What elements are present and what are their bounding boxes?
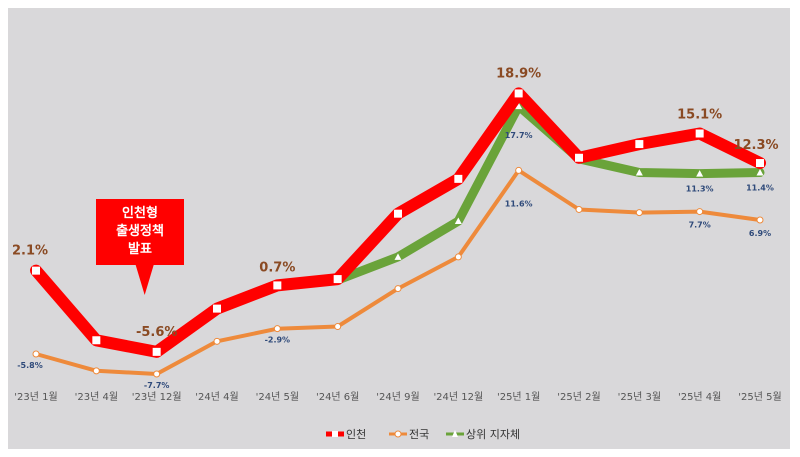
chart-area: '23년 1월 '23년 4월 '23년 12월 '24년 4월 '24년 5월 '24년… (8, 8, 790, 449)
incheon-point (213, 304, 221, 313)
national-point (515, 166, 523, 174)
legend-item-0: 인천 (326, 427, 366, 441)
legend-item-1: 전국 (389, 428, 429, 441)
legend-label: 전국 (409, 428, 429, 441)
callout-pointer (135, 265, 154, 295)
data-label: 11.3% (686, 185, 714, 194)
incheon-point (695, 129, 704, 138)
callout-box (96, 199, 184, 265)
national-point (756, 216, 764, 224)
data-label: 12.3% (733, 138, 778, 153)
x-tick-label: '23년 1월 (14, 391, 57, 403)
national-point (696, 208, 704, 216)
national-point (575, 205, 583, 213)
legend-item-2: 상위 지자체 (446, 428, 520, 441)
x-tick-label: '24년 9월 (376, 391, 419, 403)
data-label: 7.7% (689, 221, 711, 230)
national-point (394, 285, 402, 293)
incheon-point (394, 209, 402, 218)
national-point (454, 253, 462, 261)
incheon-point (333, 275, 342, 284)
incheon-point (273, 281, 282, 290)
incheon-point (152, 347, 161, 356)
data-label: -5.6% (136, 325, 177, 340)
data-label: 17.7% (505, 131, 533, 140)
data-label: 6.9% (749, 229, 771, 238)
x-tick-label: '25년 3월 (618, 391, 661, 403)
top-region-point (394, 253, 402, 260)
data-label: 15.1% (677, 108, 722, 123)
legend-marker (452, 430, 458, 437)
top-region-point (696, 170, 704, 177)
callout-text: 발표 (128, 241, 152, 257)
x-tick-label: '23년 12월 (132, 391, 182, 403)
data-label: -5.8% (17, 361, 43, 370)
top-region-point (454, 217, 462, 225)
national-point (213, 337, 221, 345)
top-region-point (756, 169, 764, 176)
incheon-point (92, 336, 101, 345)
x-tick-label: '24년 5월 (256, 391, 299, 403)
x-tick-label: '23년 4월 (75, 391, 118, 403)
line-chart: '23년 1월 '23년 4월 '23년 12월 '24년 4월 '24년 5월 '24년… (12, 66, 782, 441)
incheon-point (32, 266, 40, 275)
x-tick-label: '25년 4월 (678, 391, 721, 403)
incheon-point (756, 159, 764, 168)
x-tick-label: '25년 5월 (738, 391, 781, 403)
legend-label: 상위 지자체 (466, 428, 520, 441)
incheon-point (454, 174, 463, 183)
incheon-point (635, 140, 644, 149)
incheon-point (575, 153, 583, 162)
incheon-point (514, 89, 523, 98)
callout-text: 출생정책 (116, 223, 164, 239)
national-point (153, 370, 161, 378)
top-region-point (515, 102, 523, 110)
x-tick-label: '24년 6월 (316, 391, 359, 403)
x-tick-label: '24년 4월 (195, 391, 238, 403)
legend-label: 인천 (346, 427, 366, 441)
national-point (635, 209, 643, 217)
top-region-point (635, 169, 643, 176)
data-label: 2.1% (12, 244, 48, 259)
national-point (273, 325, 281, 333)
x-tick-label: '25년 1월 (497, 391, 540, 403)
national-point (334, 323, 342, 331)
data-label: -7.7% (144, 381, 170, 390)
data-label: -2.9% (265, 336, 291, 345)
data-label: 0.7% (259, 260, 295, 275)
data-label: 18.9% (496, 66, 541, 81)
data-label: 11.4% (746, 184, 774, 193)
data-label: 11.6% (505, 199, 533, 208)
x-tick-label: '24년 12월 (433, 391, 483, 403)
national-point (32, 350, 40, 358)
x-tick-label: '25년 2월 (557, 391, 600, 403)
national-point (92, 367, 100, 375)
callout-text: 인천형 (122, 205, 158, 221)
legend-marker (394, 430, 402, 438)
legend-marker (332, 431, 338, 437)
